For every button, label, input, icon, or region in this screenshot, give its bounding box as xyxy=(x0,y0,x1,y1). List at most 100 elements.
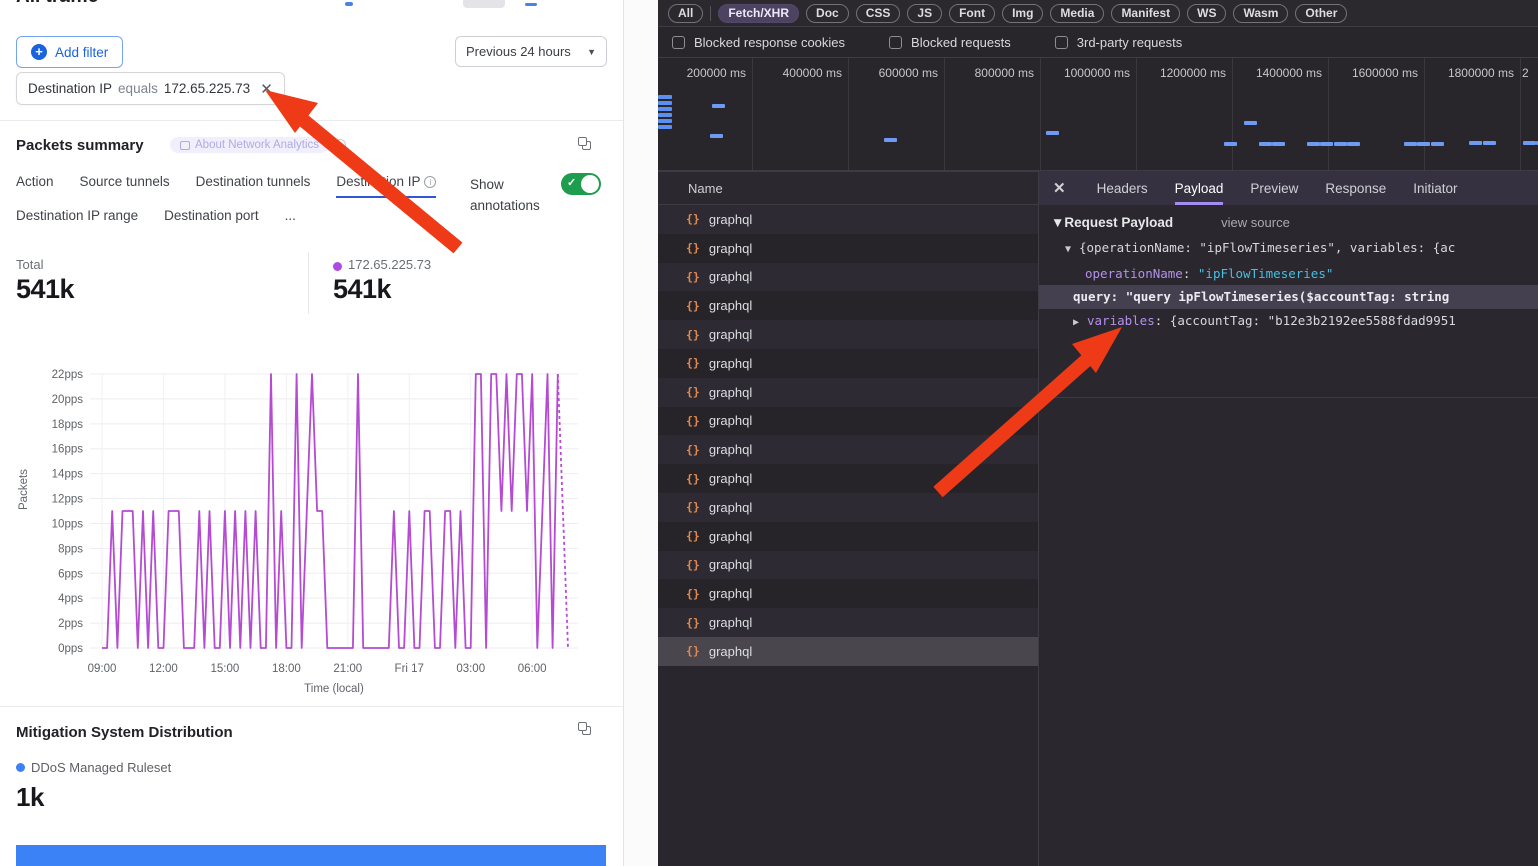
svg-text:06:00: 06:00 xyxy=(518,663,547,675)
checkbox-blocked-requests[interactable]: Blocked requests xyxy=(889,35,1011,50)
detail-tab-preview[interactable]: Preview xyxy=(1250,180,1299,196)
request-row[interactable]: {} graphql xyxy=(658,291,1038,321)
filter-chip-media[interactable]: Media xyxy=(1050,3,1105,23)
filter-chip-js[interactable]: JS xyxy=(907,3,943,23)
add-filter-button[interactable]: + Add filter xyxy=(16,36,124,68)
timeline-gridline xyxy=(1424,58,1425,171)
tab-source-tunnels[interactable]: Source tunnels xyxy=(79,174,170,189)
plus-icon: + xyxy=(31,44,47,60)
close-icon[interactable]: ✕ xyxy=(1053,180,1066,197)
mitigation-legend: DDoS Managed Ruleset xyxy=(31,760,172,775)
request-row[interactable]: {} graphql xyxy=(658,492,1038,522)
payload-line-query[interactable]: query: "query ipFlowTimeseries($accountT… xyxy=(1039,285,1538,309)
request-row[interactable]: {} graphql xyxy=(658,464,1038,493)
divider xyxy=(1039,397,1538,398)
fetch-xhr-icon: {} xyxy=(686,413,700,428)
svg-text:20pps: 20pps xyxy=(52,394,84,406)
filter-chip-manifest[interactable]: Manifest xyxy=(1111,3,1181,23)
payload-value: "query ipFlowTimeseries($accountTag: str… xyxy=(1125,289,1450,304)
tab-destination-port[interactable]: Destination port xyxy=(164,208,259,223)
cutoff-artifact-dash xyxy=(525,3,537,6)
payload-key: query xyxy=(1073,289,1111,304)
tab-action[interactable]: Action xyxy=(16,174,54,189)
request-row[interactable]: {} graphql xyxy=(658,521,1038,551)
timeline-label: 600000 ms xyxy=(878,66,938,80)
fetch-xhr-icon: {} xyxy=(686,471,700,486)
show-annotations-toggle[interactable]: ✓ xyxy=(561,173,601,195)
svg-text:4pps: 4pps xyxy=(58,593,83,605)
tab-destination-ip-range[interactable]: Destination IP range xyxy=(16,208,139,223)
fetch-xhr-icon: {} xyxy=(686,241,700,256)
tab-destination-tunnels[interactable]: Destination tunnels xyxy=(195,174,311,189)
detail-tab-initiator[interactable]: Initiator xyxy=(1413,180,1458,196)
filter-chip-other[interactable]: Other xyxy=(1295,3,1348,23)
expand-card-icon[interactable] xyxy=(578,722,591,735)
request-payload-title[interactable]: ▼Request Payload xyxy=(1051,215,1174,230)
cutoff-artifact-icon xyxy=(345,2,353,6)
request-row[interactable]: {} graphql xyxy=(658,636,1038,666)
request-row[interactable]: {} graphql xyxy=(658,435,1038,465)
waterfall-bar xyxy=(658,113,672,117)
request-name: graphql xyxy=(708,298,753,314)
request-name: graphql xyxy=(708,211,753,227)
timeline-gridline xyxy=(1328,58,1329,171)
detail-tab-response[interactable]: Response xyxy=(1325,180,1387,196)
checkbox-label: 3rd-party requests xyxy=(1076,34,1183,50)
filter-chip-wasm[interactable]: Wasm xyxy=(1233,3,1289,23)
timeline-label: 1600000 ms xyxy=(1351,66,1418,80)
detail-tab-headers[interactable]: Headers xyxy=(1096,180,1148,196)
request-row[interactable]: {} graphql xyxy=(658,233,1038,263)
checkbox-3rd-party-requests[interactable]: 3rd-party requests xyxy=(1054,34,1183,50)
time-range-value: Previous 24 hours xyxy=(466,44,571,59)
payload-summary-line[interactable]: ▼ {operationName: "ipFlowTimeseries", var… xyxy=(1065,240,1456,255)
filter-chip-fetch-xhr[interactable]: Fetch/XHR xyxy=(718,3,800,23)
tab-destination-ip[interactable]: Destination IP i xyxy=(336,174,437,198)
waterfall-overview[interactable] xyxy=(658,88,1538,171)
mitigation-bar xyxy=(16,845,606,866)
request-row[interactable]: {} graphql xyxy=(658,377,1038,407)
tab-more[interactable]: ... xyxy=(284,208,296,223)
request-row[interactable]: {} graphql xyxy=(658,320,1038,349)
colon: : xyxy=(1182,265,1198,281)
filter-chip-all[interactable]: All xyxy=(668,3,704,23)
filter-chip-doc[interactable]: Doc xyxy=(806,3,849,23)
waterfall-mark xyxy=(712,104,725,108)
request-row[interactable]: {} graphql xyxy=(658,205,1038,234)
request-row[interactable]: {} graphql xyxy=(658,262,1038,292)
request-row[interactable]: {} graphql xyxy=(658,608,1038,637)
waterfall-mark xyxy=(1523,141,1536,145)
svg-text:14pps: 14pps xyxy=(52,469,84,481)
request-name: graphql xyxy=(708,413,753,429)
filter-chip-ws[interactable]: WS xyxy=(1187,3,1227,23)
request-row[interactable]: {} graphql xyxy=(658,579,1038,609)
fetch-xhr-icon: {} xyxy=(686,442,700,457)
about-network-analytics-badge[interactable]: About Network Analytics xyxy=(170,137,330,153)
expander-icon[interactable]: ▶ xyxy=(1073,316,1080,328)
filter-chip-css[interactable]: CSS xyxy=(855,3,901,23)
waterfall-bar xyxy=(658,125,672,129)
detail-tab-payload[interactable]: Payload xyxy=(1174,171,1224,205)
checkbox-blocked-response-cookies[interactable]: Blocked response cookies xyxy=(672,35,845,50)
view-source-link[interactable]: view source xyxy=(1221,215,1290,230)
request-name: graphql xyxy=(708,471,753,487)
waterfall-mark xyxy=(1320,142,1333,146)
stat-total-value: 541k xyxy=(16,274,75,304)
request-row[interactable]: {} graphql xyxy=(658,348,1038,378)
stat-total-label: Total xyxy=(16,257,44,272)
payload-line-operationName[interactable]: operationName: "ipFlowTimeseries" xyxy=(1051,262,1538,286)
remove-filter-icon[interactable]: ✕ xyxy=(260,80,273,98)
svg-text:Time (local): Time (local) xyxy=(304,683,364,695)
filter-chip-font[interactable]: Font xyxy=(949,3,996,23)
expand-card-icon[interactable] xyxy=(578,137,591,150)
request-row[interactable]: {} graphql xyxy=(658,550,1038,580)
svg-text:15:00: 15:00 xyxy=(211,663,240,675)
time-range-dropdown[interactable]: Previous 24 hours ▼ xyxy=(455,36,607,67)
waterfall-mark xyxy=(1334,142,1347,146)
payload-line-variables[interactable]: ▶ variables: {accountTag: "b12e3b2192ee55… xyxy=(1051,309,1538,335)
request-name: graphql xyxy=(708,240,753,256)
detail-tabbar: ✕ Headers Payload Preview Response Initiator xyxy=(1039,171,1538,205)
name-column-header[interactable]: Name xyxy=(658,171,1038,205)
badge-label: About Network Analytics xyxy=(195,139,320,151)
request-row[interactable]: {} graphql xyxy=(658,406,1038,436)
filter-chip-img[interactable]: Img xyxy=(1002,3,1044,23)
